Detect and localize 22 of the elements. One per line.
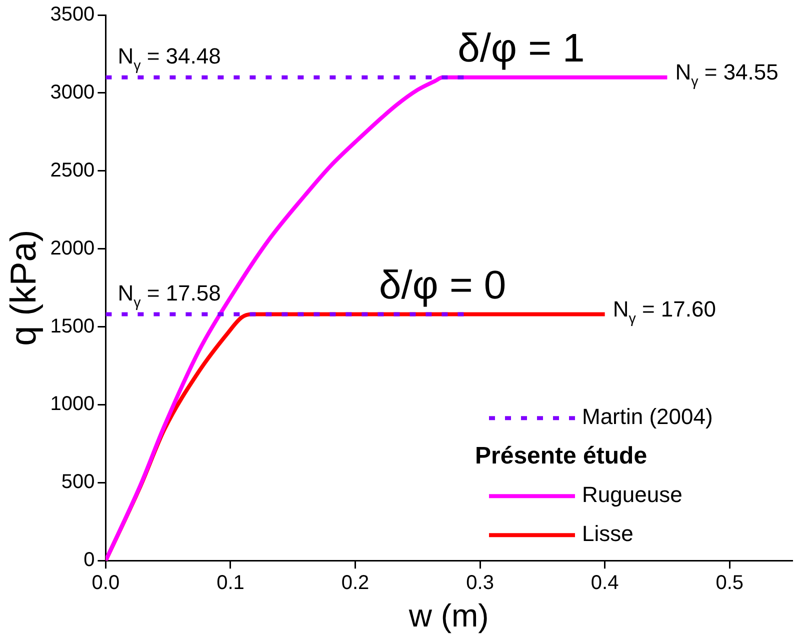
y-tick-label: 2500 bbox=[50, 159, 95, 182]
x-tick-label: 0.0 bbox=[92, 572, 120, 594]
y-tick-label: 0 bbox=[84, 549, 95, 572]
x-tick-label: 0.4 bbox=[590, 572, 619, 594]
x-axis-title: w (m) bbox=[408, 598, 489, 634]
y-tick-label: 3500 bbox=[50, 4, 95, 26]
legend-label: Rugueuse bbox=[582, 482, 682, 508]
x-tick-label: 0.3 bbox=[466, 572, 494, 594]
legend-label: Lisse bbox=[582, 521, 634, 546]
y-tick-label: 1500 bbox=[50, 315, 95, 338]
legend-label: Martin (2004) bbox=[582, 404, 713, 430]
annotation: δ/φ = 0 bbox=[379, 263, 506, 308]
y-tick-label: 500 bbox=[61, 471, 95, 494]
x-tick-label: 0.2 bbox=[341, 572, 370, 594]
y-axis-title: q (kPa) bbox=[2, 230, 44, 346]
y-tick-label: 2000 bbox=[50, 237, 95, 260]
annotation: δ/φ = 1 bbox=[458, 26, 585, 70]
y-tick-label: 1000 bbox=[50, 393, 95, 416]
x-tick-label: 0.5 bbox=[716, 572, 744, 594]
legend-title: Présente étude bbox=[475, 442, 648, 470]
y-tick-label: 3000 bbox=[50, 81, 95, 104]
x-tick-label: 0.1 bbox=[216, 572, 244, 594]
